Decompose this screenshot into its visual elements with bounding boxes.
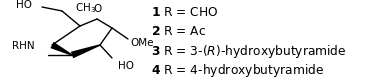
Text: CH$_3$: CH$_3$	[75, 1, 96, 15]
Text: $\mathbf{2}$ R = Ac: $\mathbf{2}$ R = Ac	[151, 25, 206, 38]
Text: RHN: RHN	[12, 41, 35, 51]
Text: $\mathbf{4}$ R = 4-hydroxybutyramide: $\mathbf{4}$ R = 4-hydroxybutyramide	[151, 62, 324, 79]
Text: $\mathbf{1}$ R = CHO: $\mathbf{1}$ R = CHO	[151, 6, 219, 19]
Text: O: O	[93, 4, 101, 14]
Text: $\mathbf{3}$ R = 3-($\mathit{R}$)-hydroxybutyramide: $\mathbf{3}$ R = 3-($\mathit{R}$)-hydrox…	[151, 43, 347, 60]
Polygon shape	[71, 44, 100, 58]
Text: HO: HO	[118, 61, 134, 71]
Text: OMe: OMe	[130, 38, 153, 48]
Text: HO: HO	[16, 0, 32, 10]
Polygon shape	[50, 42, 72, 56]
